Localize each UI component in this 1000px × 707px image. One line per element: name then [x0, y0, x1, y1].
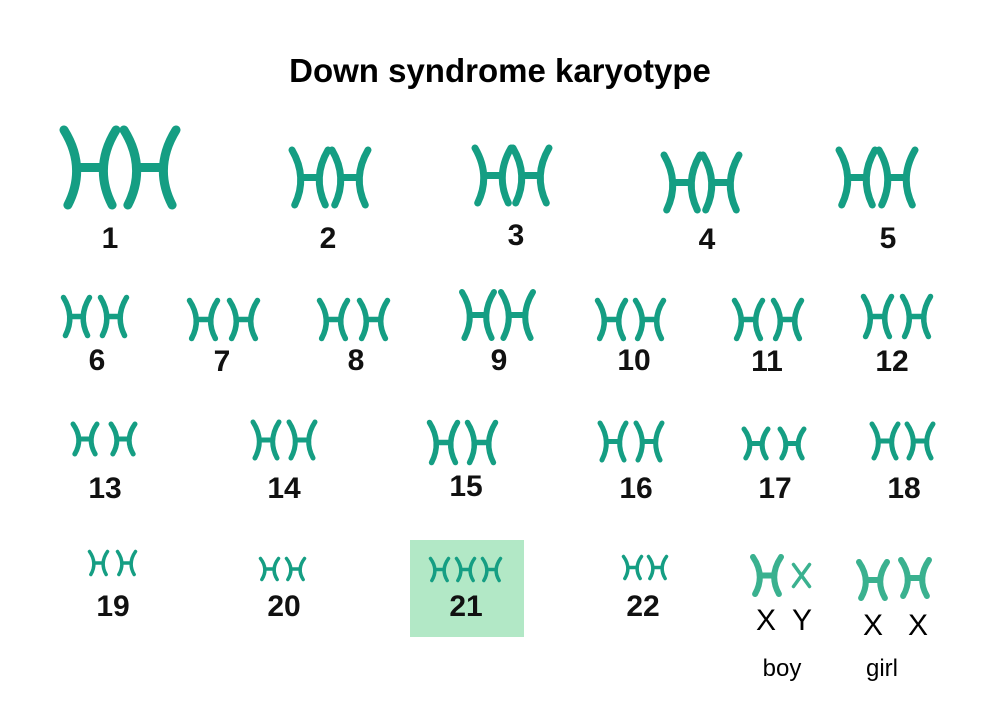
boy-x-label: X — [755, 604, 776, 637]
chromosome-6-copy-2 — [97, 294, 129, 338]
chromosome-19-copy-1 — [87, 549, 109, 576]
pair-label-21: 21 — [449, 590, 483, 623]
pair-label-11: 11 — [751, 345, 783, 378]
pair-label-19: 19 — [96, 590, 130, 623]
pair-label-10: 10 — [617, 344, 651, 377]
girl-x-label-2: X — [907, 609, 928, 642]
chromosome-21-copy-1 — [428, 556, 450, 582]
chromosome-17-copy-2 — [777, 426, 807, 461]
pair-label-8: 8 — [347, 344, 365, 377]
chromosome-11-copy-2 — [770, 297, 804, 341]
chromosome-20-copy-2 — [284, 556, 306, 581]
chromosome-11-copy-1 — [731, 297, 765, 341]
pair-label-1: 1 — [101, 222, 119, 255]
chromosome-7-copy-2 — [226, 297, 260, 341]
chromosome-21-copy-2 — [454, 556, 476, 582]
chromosome-10-copy-2 — [632, 297, 666, 341]
chromosome-17-copy-1 — [741, 426, 771, 461]
pair-label-13: 13 — [88, 472, 122, 505]
chromosome-20-copy-1 — [258, 556, 280, 581]
chromosome-10-copy-1 — [594, 297, 628, 341]
chromosome-14-copy-2 — [286, 419, 318, 461]
chromosome-16-copy-1 — [597, 420, 629, 463]
chromosome-9-copy-1 — [459, 289, 497, 341]
chromosome-16-copy-2 — [633, 420, 665, 463]
chromosome-5-copy-1 — [835, 146, 879, 209]
chromosome-21-copy-3 — [480, 556, 502, 582]
chromosome-9-copy-2 — [498, 289, 536, 341]
chromosome-8-copy-1 — [316, 297, 350, 341]
pair-label-20: 20 — [267, 590, 301, 623]
chromosome-3-copy-1 — [471, 144, 515, 207]
boy-y-chromosome — [791, 562, 811, 588]
pair-label-5: 5 — [879, 222, 897, 255]
pair-label-18: 18 — [887, 472, 921, 505]
chromosome-8-copy-2 — [356, 297, 390, 341]
chromosome-6-copy-1 — [60, 294, 92, 338]
chromosome-4-copy-1 — [660, 151, 704, 214]
chromosome-1-copy-1 — [59, 125, 121, 210]
pair-label-22: 22 — [626, 590, 660, 623]
chromosome-14-copy-1 — [250, 419, 282, 461]
pair-label-2: 2 — [319, 222, 337, 255]
pair-label-9: 9 — [490, 344, 508, 377]
chromosome-2-copy-2 — [328, 146, 372, 209]
pair-label-14: 14 — [267, 472, 301, 505]
chromosome-15-copy-2 — [464, 419, 498, 465]
trisomy-21-highlight — [410, 540, 524, 637]
girl-x-chromosome-2 — [898, 557, 932, 599]
pair-label-12: 12 — [875, 345, 909, 378]
chromosome-19-copy-2 — [115, 549, 137, 576]
chromosome-18-copy-1 — [869, 421, 901, 461]
chromosome-3-copy-2 — [509, 144, 553, 207]
chromosome-12-copy-2 — [899, 293, 933, 339]
pair-label-15: 15 — [449, 470, 483, 503]
boy-x-chromosome — [750, 554, 784, 597]
chromosome-13-copy-2 — [108, 421, 138, 457]
girl-caption: girl — [865, 655, 898, 682]
chromosome-1-copy-2 — [119, 125, 181, 210]
chromosome-22-copy-2 — [646, 554, 668, 580]
chromosome-12-copy-1 — [860, 293, 894, 339]
boy-y-label: Y — [791, 604, 812, 637]
chromosome-2-copy-1 — [288, 146, 332, 209]
chromosome-7-copy-1 — [186, 297, 220, 341]
chromosome-22-copy-1 — [621, 554, 643, 580]
chromosome-18-copy-2 — [904, 421, 936, 461]
pair-label-4: 4 — [698, 223, 716, 256]
pair-label-7: 7 — [213, 345, 231, 378]
pair-label-6: 6 — [88, 344, 106, 377]
pair-label-3: 3 — [507, 219, 525, 252]
pair-label-16: 16 — [619, 472, 653, 505]
pair-label-17: 17 — [758, 472, 792, 505]
diagram-title: Down syndrome karyotype — [289, 52, 711, 89]
chromosome-5-copy-2 — [875, 146, 919, 209]
girl-x-chromosome-1 — [856, 559, 890, 601]
boy-caption: boy — [762, 655, 802, 682]
chromosome-13-copy-1 — [70, 421, 100, 457]
girl-x-label-1: X — [862, 609, 883, 642]
chromosome-15-copy-1 — [426, 419, 460, 465]
chromosome-4-copy-2 — [699, 151, 743, 214]
